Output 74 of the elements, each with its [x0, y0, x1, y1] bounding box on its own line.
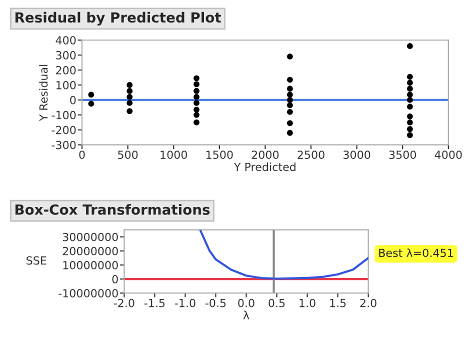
point: [286, 108, 293, 115]
x-tick-label: 0: [79, 150, 85, 159]
x-tick-label: 1.0: [300, 298, 316, 308]
y-tick-label: 0: [112, 275, 118, 284]
point: [286, 54, 293, 60]
point: [126, 108, 133, 114]
point: [88, 92, 94, 98]
point: [406, 86, 413, 92]
point: [406, 113, 413, 120]
y-tick-label: 200: [56, 66, 76, 74]
point: [126, 100, 133, 106]
point: [406, 74, 413, 80]
point: [286, 120, 293, 126]
point: [194, 100, 200, 106]
y-tick-label: 20000000: [62, 246, 118, 256]
y-tick-label: -100: [52, 110, 76, 120]
point: [286, 130, 293, 136]
point: [194, 88, 200, 94]
x-tick-label: 0.0: [238, 298, 254, 308]
text: Best λ=0.451: [379, 248, 453, 258]
point: [194, 119, 200, 126]
point: [194, 112, 200, 118]
x-tick-label: 500: [118, 150, 138, 159]
y-tick-label: 100: [56, 80, 76, 90]
point: [88, 100, 94, 107]
x-axis-title: λ: [243, 310, 250, 320]
y-tick-label: -10000000: [58, 289, 118, 298]
x-tick-label: 1500: [206, 150, 233, 159]
line-series: [199, 230, 368, 280]
y-tick-label: -200: [52, 126, 76, 134]
x-tick-label: 0.5: [268, 298, 285, 308]
x-tick-label: 3500: [389, 150, 416, 159]
point: [194, 106, 200, 113]
x-tick-label: -2.0: [114, 298, 134, 308]
point: [406, 80, 413, 86]
x-tick-label: 2500: [298, 150, 324, 159]
point: [286, 97, 293, 103]
point: [126, 94, 133, 100]
y-tick-label: 300: [56, 51, 76, 60]
point: [194, 81, 200, 88]
x-tick-label: 1.5: [330, 298, 346, 308]
point: [126, 82, 133, 88]
x-tick-label: 4000: [434, 150, 462, 159]
x-tick-label: -0.5: [205, 298, 226, 308]
point: [406, 119, 413, 126]
x-tick-label: -1.0: [174, 298, 196, 308]
y-tick-label: 10000000: [63, 260, 118, 270]
point: [406, 132, 413, 138]
point: [406, 97, 413, 103]
y-axis-title: SSE: [26, 256, 46, 265]
point: [286, 92, 293, 98]
y-axis-title: Y Residual: [39, 64, 48, 122]
x-tick-label: 3000: [344, 150, 370, 159]
x-tick-label: 1000: [160, 150, 188, 159]
y-tick-label: 30000000: [62, 232, 118, 242]
x-tick-label: -1.5: [144, 298, 165, 308]
point: [406, 43, 413, 50]
chart-title: Residual by Predicted Plot: [15, 12, 222, 26]
point: [126, 88, 133, 94]
x-tick-label: 2000: [252, 150, 279, 159]
point: [286, 76, 293, 83]
point: [406, 92, 413, 98]
point: [194, 94, 200, 100]
point: [406, 104, 413, 110]
point: [194, 75, 200, 82]
chart-title: Box-Cox Transformations: [15, 204, 210, 215]
y-tick-label: 400: [56, 36, 76, 44]
point: [286, 102, 293, 108]
y-tick-label: 0: [70, 96, 76, 104]
y-tick-label: -300: [52, 140, 76, 150]
x-tick-label: 2.0: [360, 298, 376, 308]
point: [406, 126, 413, 132]
point: [286, 86, 293, 92]
x-axis-title: Y Predicted: [234, 162, 296, 172]
